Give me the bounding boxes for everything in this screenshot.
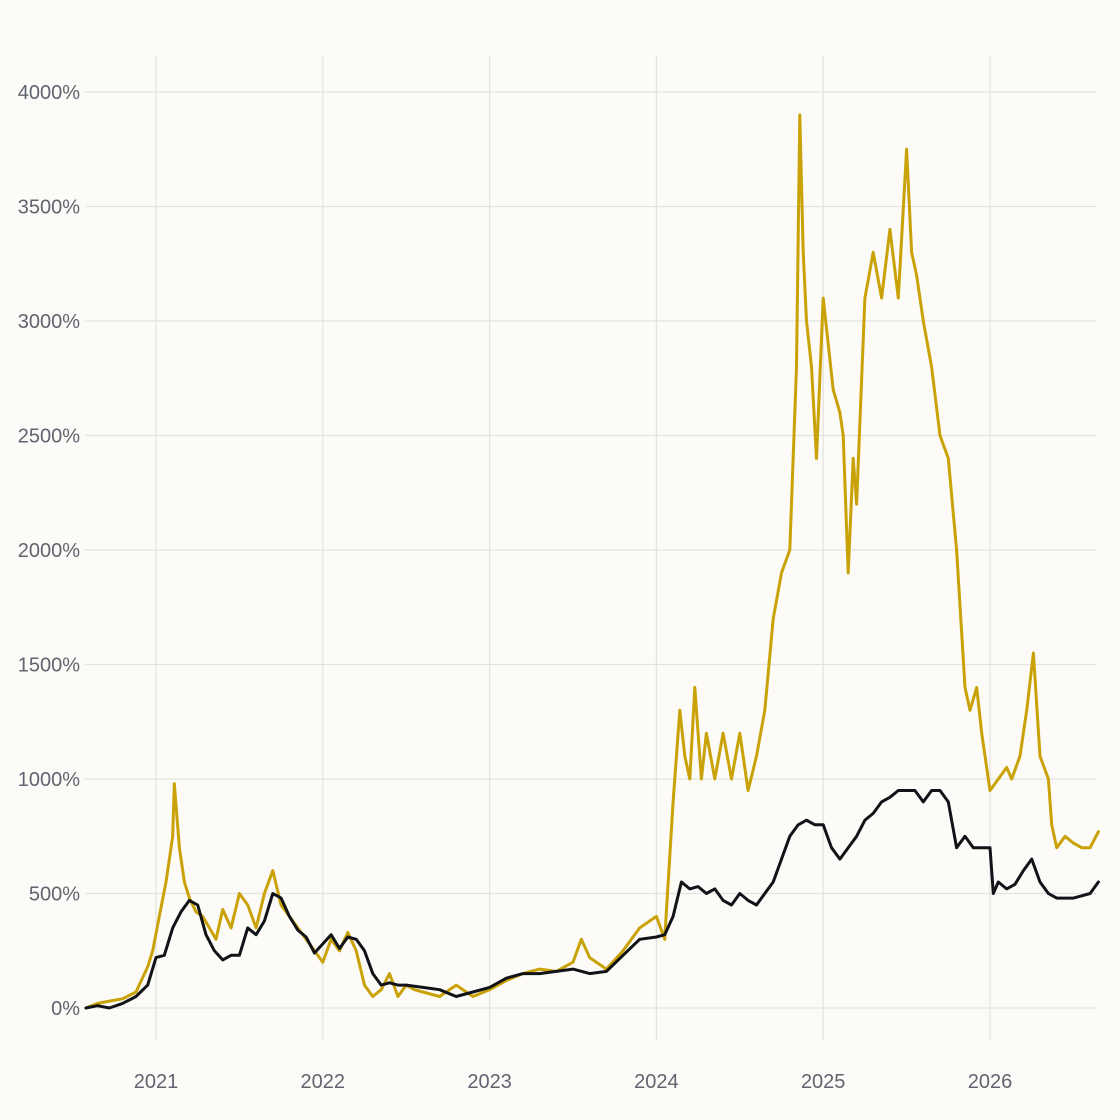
x-tick-label: 2021 [134, 1071, 179, 1093]
y-tick-label: 2000% [18, 540, 80, 562]
x-tick-label: 2024 [634, 1071, 679, 1093]
y-tick-label: 3500% [18, 197, 80, 219]
y-tick-label: 0% [51, 998, 80, 1020]
series-lines [84, 113, 1100, 1010]
grid [85, 56, 1096, 1040]
y-tick-label: 1000% [18, 769, 80, 791]
y-tick-label: 3000% [18, 311, 80, 333]
series-line-gold [84, 113, 1100, 1010]
x-tick-label: 2022 [301, 1071, 346, 1093]
y-tick-label: 2500% [18, 426, 80, 448]
x-tick-label: 2026 [968, 1071, 1013, 1093]
series-line-black [84, 789, 1100, 1010]
axis-labels: 0% 500% 1000% 1500% 2000% 2500% 3000% 3500% 4000… [18, 82, 1013, 1093]
y-tick-label: 1500% [18, 655, 80, 677]
x-tick-label: 2025 [801, 1071, 846, 1093]
y-tick-label: 500% [29, 884, 80, 906]
x-tick-label: 2023 [467, 1071, 512, 1093]
y-tick-label: 4000% [18, 82, 80, 104]
